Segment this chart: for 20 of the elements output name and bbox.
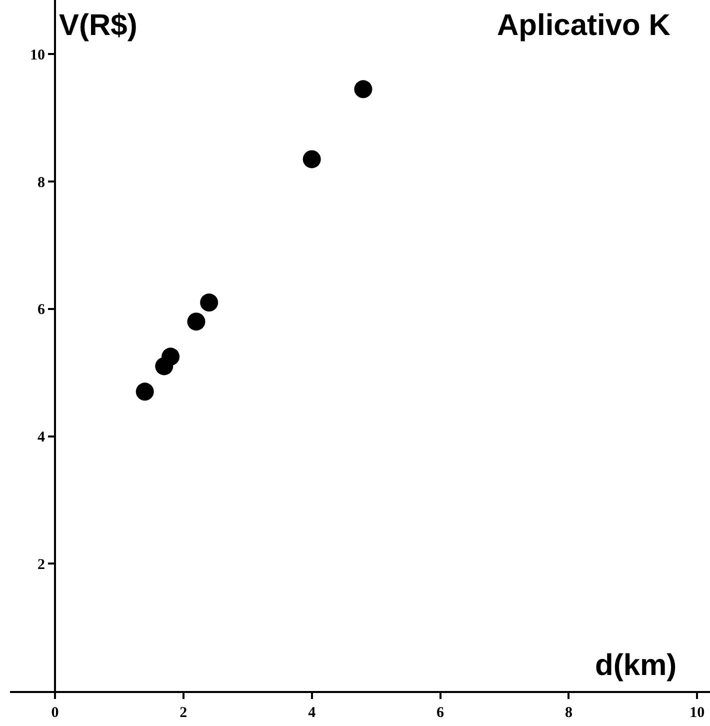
chart-title: Aplicativo K: [497, 9, 671, 42]
y-tick-label: 4: [37, 430, 46, 446]
y-tick-label: 8: [37, 174, 45, 191]
y-tick-label: 2: [37, 556, 45, 573]
point: [200, 294, 218, 312]
x-tick-label: 0: [51, 705, 59, 721]
y-tick-label: 6: [37, 302, 46, 318]
x-tick-label: 8: [564, 705, 572, 721]
point: [162, 348, 180, 366]
x-tick-label: 6: [436, 705, 445, 721]
point: [187, 312, 206, 331]
point: [136, 382, 154, 401]
x-tick-label: 4: [308, 705, 316, 721]
y-axis-title: V(R$): [59, 9, 138, 42]
point: [302, 150, 321, 168]
x-axis-title: d(km): [595, 649, 677, 682]
x-tick-label: 10: [690, 705, 705, 721]
point: [354, 80, 372, 98]
y-tick-label: 10: [30, 47, 45, 64]
x-tick-label: 2: [180, 705, 188, 721]
